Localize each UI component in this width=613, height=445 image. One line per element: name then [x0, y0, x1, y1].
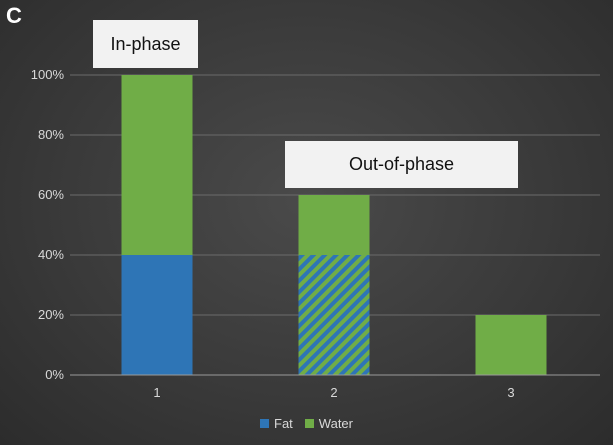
- in-phase-label: In-phase: [93, 20, 198, 68]
- x-tick-label-3: 3: [507, 385, 514, 400]
- legend-item-fat: Fat: [260, 416, 293, 431]
- y-tick-label-0: 0%: [45, 367, 64, 382]
- legend-label-fat: Fat: [274, 416, 293, 431]
- x-tick-label-1: 1: [153, 385, 160, 400]
- panel-letter: C: [6, 3, 22, 28]
- bar-fat-2: [298, 255, 370, 375]
- bar-fat-1: [121, 255, 193, 375]
- axes: 0% 20% 40% 60% 80% 100% 1 2 3: [31, 67, 600, 400]
- y-tick-label-4: 80%: [38, 127, 64, 142]
- x-tick-label-2: 2: [330, 385, 337, 400]
- bar-water-1: [121, 75, 193, 255]
- legend-swatch-fat: [260, 419, 269, 428]
- legend-label-water: Water: [318, 416, 353, 431]
- bar-water-3: [475, 315, 547, 375]
- y-tick-label-5: 100%: [31, 67, 65, 82]
- y-tick-label-2: 40%: [38, 247, 64, 262]
- legend: Fat Water: [0, 416, 613, 431]
- y-tick-label-1: 20%: [38, 307, 64, 322]
- legend-swatch-water: [304, 419, 314, 428]
- legend-item-water: Water: [304, 416, 353, 431]
- bars: [121, 75, 547, 375]
- bar-water-2: [298, 195, 370, 255]
- out-of-phase-label: Out-of-phase: [285, 141, 518, 188]
- y-tick-label-3: 60%: [38, 187, 64, 202]
